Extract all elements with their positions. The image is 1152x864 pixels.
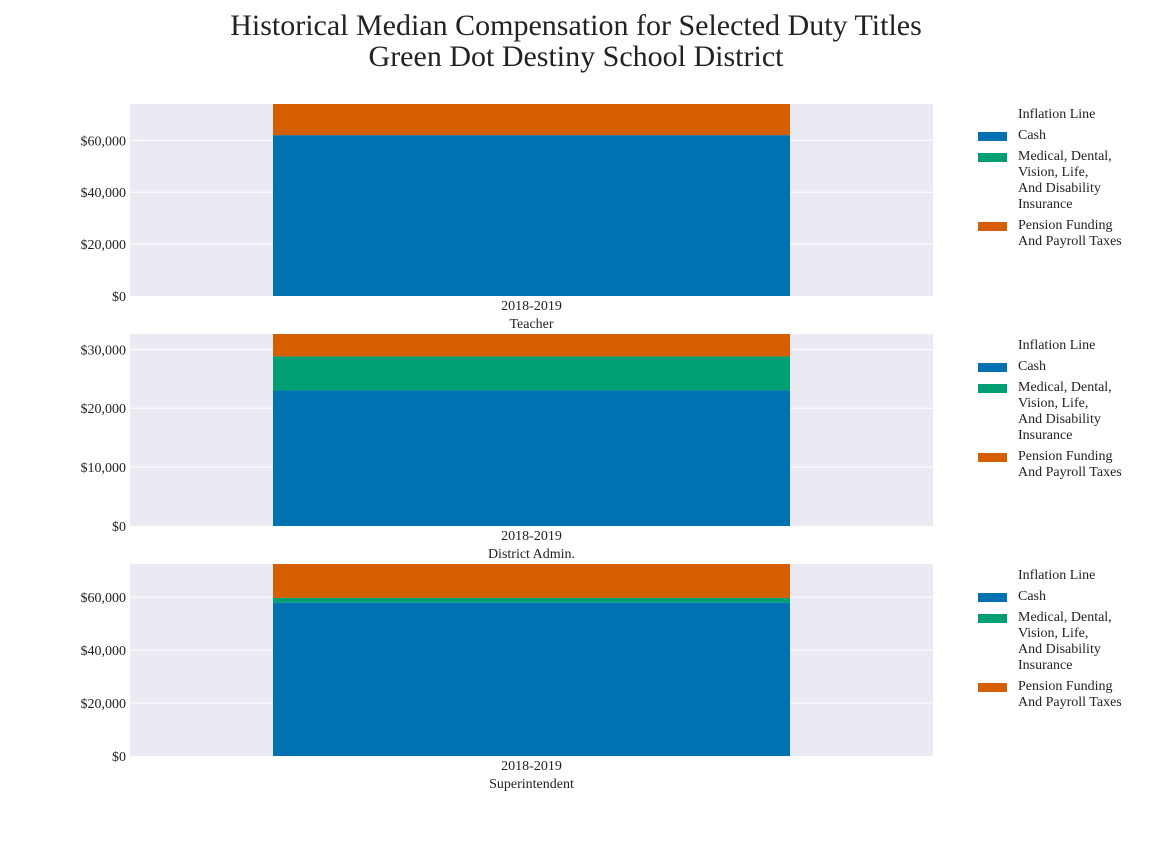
x-axis-label: District Admin.: [488, 547, 575, 562]
legend-swatch-medical: [978, 153, 1007, 162]
legend-label-cash: Cash: [1018, 359, 1046, 374]
legend-label-inflation: Inflation Line: [1018, 338, 1096, 353]
legend-item-medical: Medical, Dental, Vision, Life, And Disab…: [978, 149, 1148, 213]
legend-item-inflation: Inflation Line: [978, 338, 1148, 354]
legend-swatch-cash: [978, 363, 1007, 372]
legend-item-cash: Cash: [978, 128, 1148, 144]
x-tick-label: 2018-2019: [501, 529, 562, 544]
y-tick-label: $40,000: [81, 186, 127, 201]
chart-subtitle-line-2: Green Dot Destiny School District: [368, 40, 784, 73]
bar-cash: [273, 390, 790, 526]
x-tick-label: 2018-2019: [501, 299, 562, 314]
legend-swatch-medical: [978, 614, 1007, 623]
panel-1: $0 $20,000 $40,000 $60,000 2018-2019 Teacher: [81, 104, 933, 332]
panel-3: $0 $20,000 $40,000 $60,000 2018-2019 Superint…: [81, 564, 933, 792]
legend-item-pension: Pension Funding And Payroll Taxes: [978, 679, 1148, 711]
x-axis-label: Teacher: [509, 317, 553, 332]
legend-item-medical: Medical, Dental, Vision, Life, And Disab…: [978, 380, 1148, 444]
y-tick-label: $0: [112, 290, 126, 305]
chart-title: Historical Median Compensation for Selec…: [0, 10, 1152, 72]
legend-item-inflation: Inflation Line: [978, 568, 1148, 584]
legend-item-cash: Cash: [978, 359, 1148, 375]
legend-label-pension: Pension Funding And Payroll Taxes: [1018, 449, 1122, 480]
legend-label-medical: Medical, Dental, Vision, Life, And Disab…: [1018, 149, 1112, 212]
bar-medical: [273, 356, 790, 391]
x-axis-label: Superintendent: [489, 777, 574, 792]
legend-label-cash: Cash: [1018, 128, 1046, 143]
y-tick-label: $60,000: [81, 134, 127, 149]
y-tick-label: $20,000: [81, 402, 127, 417]
legend-label-inflation: Inflation Line: [1018, 107, 1096, 122]
legend-3: Inflation Line Cash Medical, Dental, Visio…: [978, 568, 1148, 716]
y-tick-label: $20,000: [81, 697, 127, 712]
bar-medical: [273, 597, 790, 603]
legend-swatch-medical: [978, 384, 1007, 393]
legend-swatch-cash: [978, 132, 1007, 141]
legend-label-medical: Medical, Dental, Vision, Life, And Disab…: [1018, 610, 1112, 673]
bar-cash: [273, 135, 790, 296]
y-tick-label: $30,000: [81, 343, 127, 358]
legend-swatch-pension: [978, 453, 1007, 462]
legend-item-cash: Cash: [978, 589, 1148, 605]
legend-item-pension: Pension Funding And Payroll Taxes: [978, 449, 1148, 481]
legend-label-pension: Pension Funding And Payroll Taxes: [1018, 218, 1122, 249]
panel-2: $0 $10,000 $20,000 $30,000 2018-2019 District…: [81, 334, 933, 562]
legend-swatch-pension: [978, 222, 1007, 231]
chart-title-line-1: Historical Median Compensation for Selec…: [230, 9, 922, 42]
y-tick-label: $40,000: [81, 644, 127, 659]
legend-item-medical: Medical, Dental, Vision, Life, And Disab…: [978, 610, 1148, 674]
legend-swatch-pension: [978, 683, 1007, 692]
legend-1: Inflation Line Cash Medical, Dental, Visio…: [978, 107, 1148, 255]
bar-cash: [273, 602, 790, 756]
bar-pension: [273, 334, 790, 357]
y-tick-label: $0: [112, 520, 126, 535]
bar-pension: [273, 104, 790, 136]
y-tick-label: $60,000: [81, 591, 127, 606]
legend-item-pension: Pension Funding And Payroll Taxes: [978, 218, 1148, 250]
legend-label-pension: Pension Funding And Payroll Taxes: [1018, 679, 1122, 710]
legend-2: Inflation Line Cash Medical, Dental, Visio…: [978, 338, 1148, 486]
legend-swatch-cash: [978, 593, 1007, 602]
bar-pension: [273, 564, 790, 598]
legend-item-inflation: Inflation Line: [978, 107, 1148, 123]
x-tick-label: 2018-2019: [501, 759, 562, 774]
legend-label-inflation: Inflation Line: [1018, 568, 1096, 583]
legend-label-cash: Cash: [1018, 589, 1046, 604]
y-tick-label: $10,000: [81, 461, 127, 476]
legend-label-medical: Medical, Dental, Vision, Life, And Disab…: [1018, 380, 1112, 443]
y-tick-label: $20,000: [81, 238, 127, 253]
y-tick-label: $0: [112, 750, 126, 765]
